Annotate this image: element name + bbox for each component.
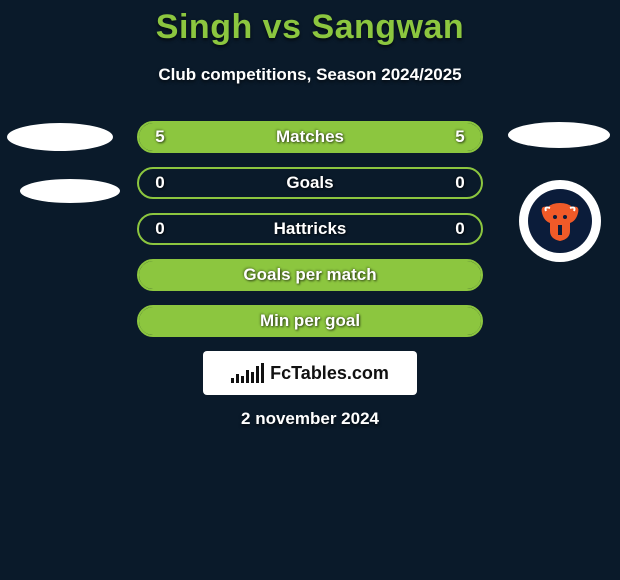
stat-goals-right: 0 [445,173,475,193]
stat-hattricks-left: 0 [145,219,175,239]
stat-matches-right: 5 [445,127,475,147]
source-badge: FcTables.com [203,351,417,395]
player-right-placeholder-1 [508,122,610,148]
stat-goals-left: 0 [145,173,175,193]
player-left-placeholder-1 [7,123,113,151]
fc-goa-crest-icon [528,189,592,253]
stat-hattricks-right: 0 [445,219,475,239]
club-badge-right [519,180,601,262]
stat-matches-left: 5 [145,127,175,147]
stat-row-goals: 0 Goals 0 [137,167,483,199]
snapshot-date: 2 november 2024 [0,409,620,429]
stat-row-min-per-goal: Min per goal [137,305,483,337]
bar-chart-icon [231,363,264,383]
source-brand-text: FcTables.com [270,363,389,384]
stat-goals-label: Goals [175,173,445,193]
stat-row-goals-per-match: Goals per match [137,259,483,291]
player-left-placeholder-2 [20,179,120,203]
stat-gpm-label: Goals per match [175,265,445,285]
page-subtitle: Club competitions, Season 2024/2025 [0,65,620,85]
stat-matches-label: Matches [175,127,445,147]
stat-row-matches: 5 Matches 5 [137,121,483,153]
stat-row-hattricks: 0 Hattricks 0 [137,213,483,245]
page-title: Singh vs Sangwan [0,0,620,47]
stat-mpg-label: Min per goal [175,311,445,331]
gaur-head-icon [536,197,584,245]
stat-hattricks-label: Hattricks [175,219,445,239]
